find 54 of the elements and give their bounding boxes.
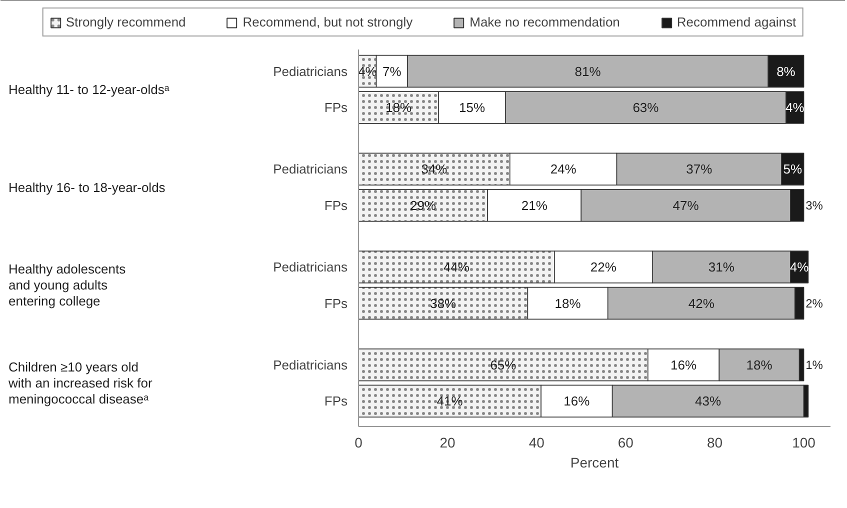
data-label: 47% xyxy=(672,198,700,213)
data-label: 43% xyxy=(695,394,722,409)
x-tick-label: 0 xyxy=(354,434,363,450)
data-label: 65% xyxy=(490,357,517,372)
data-label: 16% xyxy=(564,394,590,409)
data-label: 7% xyxy=(382,64,402,79)
data-label: 18% xyxy=(554,296,582,311)
data-label: 4% xyxy=(785,100,805,115)
data-label: 37% xyxy=(686,162,713,177)
legend-label: Strongly recommend xyxy=(66,14,186,30)
data-label: 31% xyxy=(708,260,735,274)
y-tick-label: Pediatricians xyxy=(273,64,348,79)
data-label: 63% xyxy=(632,100,660,115)
y-tick-label: FPs xyxy=(324,100,348,115)
data-label: 34% xyxy=(421,162,448,177)
y-tick-label: Pediatricians xyxy=(273,357,348,372)
y-tick-label: FPs xyxy=(324,394,348,409)
text: Children ≥10 years old with an increased risk for meningococcal diseaseᵃ xyxy=(8,360,153,406)
y-tick-label: FPs xyxy=(324,296,348,311)
data-label: 44% xyxy=(443,260,470,274)
x-tick-label: 80 xyxy=(706,434,723,450)
data-label: 4% xyxy=(790,260,810,274)
x-tick-label: 100 xyxy=(792,434,816,450)
legend-label: Recommend, but not strongly xyxy=(242,14,413,30)
data-label: 16% xyxy=(670,357,698,372)
data-label: 8% xyxy=(776,64,796,79)
data-label: 41% xyxy=(436,394,464,409)
legend-label: Make no recommendation xyxy=(470,14,620,30)
data-label: 18% xyxy=(386,100,412,115)
data-label: 4% xyxy=(358,64,378,79)
data-label: 24% xyxy=(550,162,577,177)
data-label: 29% xyxy=(410,198,437,213)
x-tick-label: 40 xyxy=(528,434,545,450)
data-label: 2% xyxy=(806,296,824,310)
data-label: 21% xyxy=(521,198,548,213)
x-axis-title: Percent xyxy=(570,454,619,470)
data-label: 42% xyxy=(688,296,715,311)
x-tick-label: 60 xyxy=(618,434,634,450)
y-tick-label: FPs xyxy=(324,198,348,213)
text: Healthy adolescents and young adults entering college xyxy=(8,262,126,309)
data-label: 1% xyxy=(806,358,824,372)
legend-label: Recommend against xyxy=(676,14,796,30)
y-tick-label: Pediatricians xyxy=(273,162,348,177)
data-label: 22% xyxy=(590,260,617,274)
x-tick-label: 20 xyxy=(440,434,456,450)
data-label: 5% xyxy=(783,162,802,177)
text: Healthy 16- to 18-year-olds xyxy=(8,180,166,195)
data-label: 3% xyxy=(806,198,824,212)
data-label: 18% xyxy=(746,357,773,372)
text: Healthy 11- to 12-year-oldsᵃ xyxy=(8,82,170,97)
y-tick-label: Pediatricians xyxy=(273,260,348,274)
data-label: 15% xyxy=(459,100,486,115)
data-label: 38% xyxy=(430,296,457,311)
data-label: 81% xyxy=(574,64,602,79)
